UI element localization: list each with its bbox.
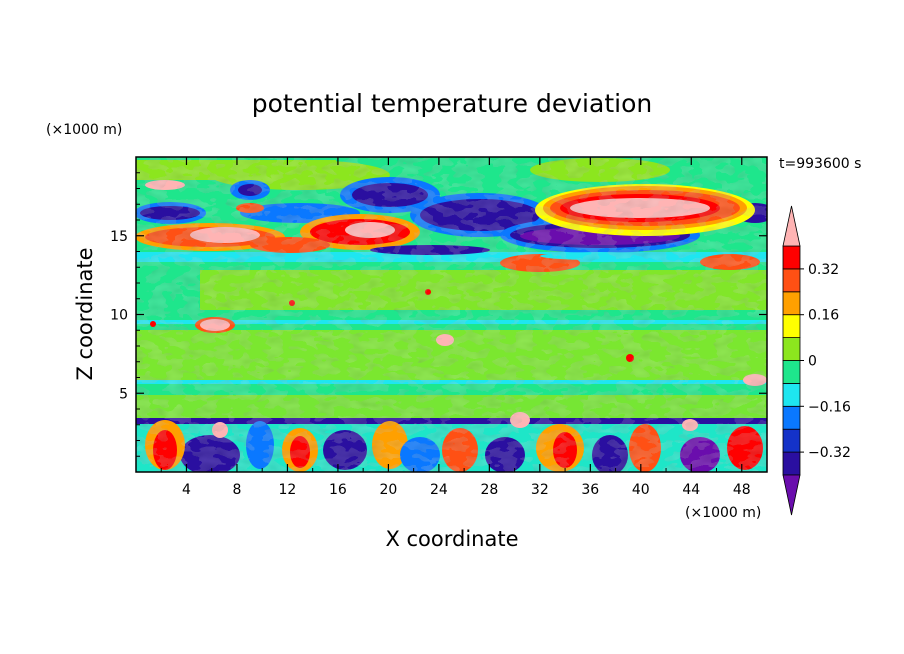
y-axis-title: Z coordinate: [73, 247, 97, 380]
x-tick-label: 44: [682, 482, 700, 498]
y-axis: 5 10 15: [110, 172, 767, 457]
x-tick-label: 48: [733, 482, 751, 498]
colorbar-swatch: [782, 451, 801, 476]
y-tick-label: 10: [110, 308, 128, 324]
colorbar-swatch: [782, 360, 801, 384]
x-unit-label: (×1000 m): [685, 505, 761, 521]
colorbar-label: 0.32: [808, 262, 839, 278]
x-tick-label: 28: [480, 482, 498, 498]
colorbar-label: −0.32: [808, 445, 851, 461]
x-tick-label: 40: [632, 482, 650, 498]
x-tick-label: 16: [329, 482, 347, 498]
x-tick-label: 8: [232, 482, 241, 498]
x-tick-label: 24: [430, 482, 448, 498]
plot-field: [136, 157, 767, 472]
colorbar-swatch: [782, 268, 801, 293]
colorbar-swatch: [782, 245, 801, 270]
x-axis: 4 8 12 16 20 24 28 32 36 40 44 48: [160, 157, 751, 498]
y-tick-label: 5: [119, 386, 128, 402]
colorbar-top-arrow: [782, 205, 801, 247]
colorbar-swatch: [782, 382, 801, 407]
colorbar: 0.32 0.16 0 −0.16 −0.32: [782, 205, 851, 516]
colorbar-swatch: [782, 405, 801, 430]
chart-title: potential temperature deviation: [252, 89, 652, 118]
x-tick-label: 32: [531, 482, 549, 498]
x-tick-label: 12: [279, 482, 297, 498]
colorbar-bottom-arrow: [782, 474, 801, 516]
colorbar-swatch: [782, 428, 801, 453]
y-unit-label: (×1000 m): [46, 122, 122, 138]
colorbar-swatch: [782, 314, 801, 339]
colorbar-swatch: [782, 337, 801, 361]
colorbar-label: 0: [808, 354, 817, 370]
colorbar-label: 0.16: [808, 308, 839, 324]
x-tick-label: 20: [379, 482, 397, 498]
time-label: t=993600 s: [779, 156, 861, 172]
colorbar-label: −0.16: [808, 399, 851, 415]
y-tick-label: 15: [110, 229, 128, 245]
colorbar-swatch: [782, 291, 801, 316]
x-axis-title: X coordinate: [385, 527, 518, 551]
x-tick-label: 4: [182, 482, 191, 498]
x-tick-label: 36: [581, 482, 599, 498]
